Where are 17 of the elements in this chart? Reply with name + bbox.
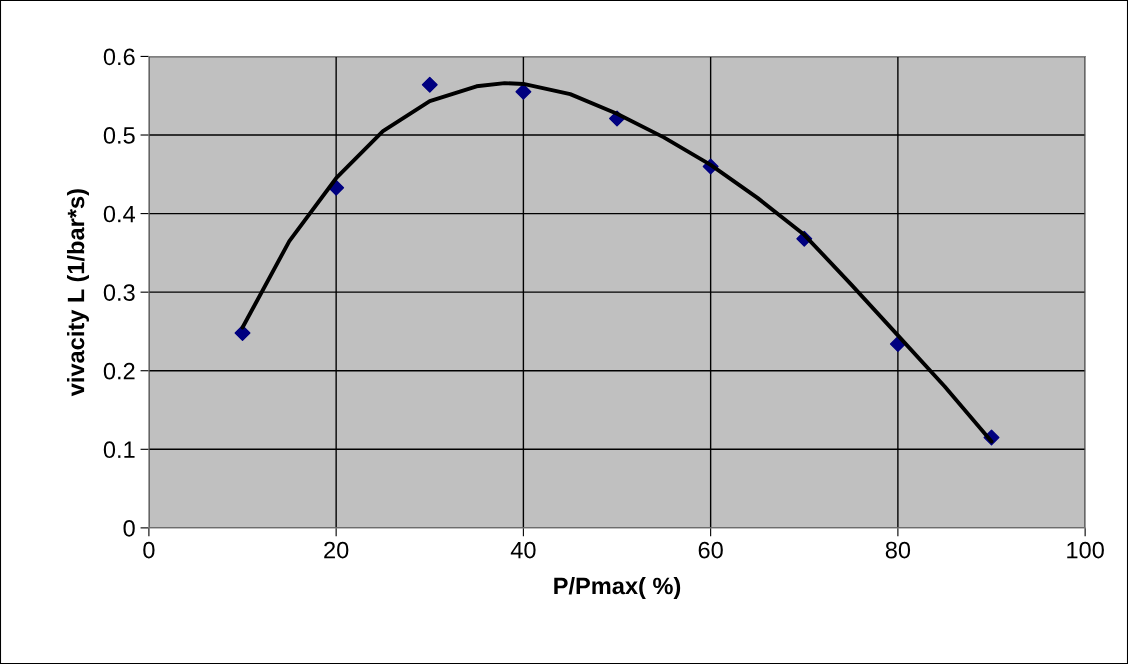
y-tick-label: 0 (123, 519, 135, 537)
x-tick-label: 0 (143, 541, 155, 559)
x-tick-label: 60 (698, 541, 723, 559)
x-tick-label: 80 (885, 541, 911, 559)
y-tick-label: 0.4 (103, 205, 136, 223)
x-axis-title: P/Pmax( %) (554, 576, 681, 599)
y-tick-label: 0.5 (103, 127, 135, 144)
x-tick-label: 100 (1067, 541, 1104, 559)
x-tick-label: 40 (510, 541, 536, 559)
point (421, 76, 438, 93)
point (515, 83, 532, 100)
y-axis-title: vivacity L (1/bar*s) (66, 189, 89, 397)
x-tick-label: 20 (324, 541, 349, 559)
y-tick-label: 0.6 (103, 48, 135, 66)
y-tick-label: 0.3 (103, 284, 135, 301)
y-tick-label: 0.1 (103, 441, 135, 459)
y-tick-label: 0.2 (103, 362, 135, 380)
